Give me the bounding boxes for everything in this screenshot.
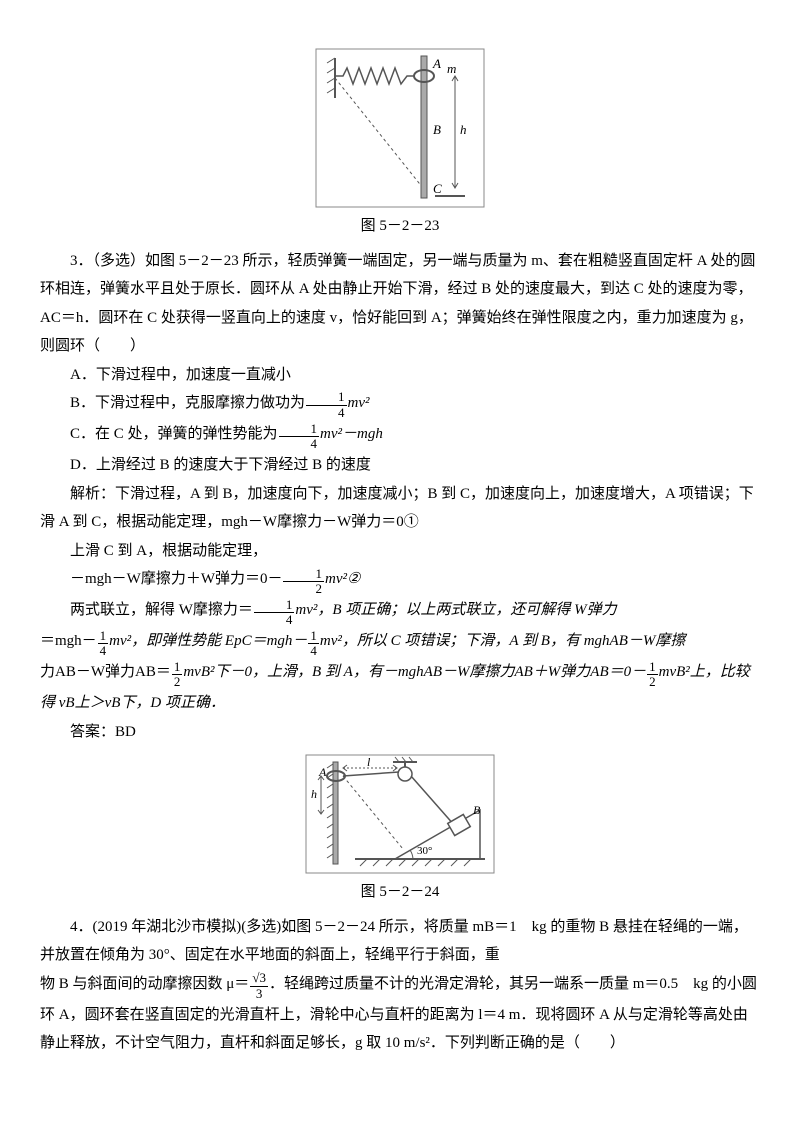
svg-text:C: C	[433, 181, 442, 196]
q3-sol5-text1: ＝mgh－	[40, 633, 97, 649]
q3-optB-text2: mv²	[348, 395, 370, 411]
svg-text:h: h	[311, 787, 317, 801]
q3-sol6-text1: 力AB－W弹力AB＝	[40, 664, 171, 680]
q3-sol6-text2: mvB²下－0，上滑，B 到 A，有－mghAB－W摩擦力AB＋W弹力AB＝0－	[183, 664, 646, 680]
q3-sol-4: 两式联立，解得 W摩擦力＝14mv²，B 项正确；以上两式联立，还可解得 W弹力	[40, 596, 760, 627]
q3-sol4-text2: mv²，B 项正确；以上两式联立，还可解得 W弹力	[295, 602, 616, 618]
svg-text:m: m	[447, 61, 456, 76]
svg-text:B: B	[433, 122, 441, 137]
q4-lead2-text1: 物 B 与斜面间的动摩擦因数 μ＝	[40, 976, 249, 992]
q3-option-a: A．下滑过程中，加速度一直减小	[40, 361, 760, 390]
svg-text:B: B	[473, 803, 481, 817]
q3-sol5-fracA: 14	[98, 629, 109, 659]
q3-sol4-frac: 14	[254, 598, 295, 628]
q3-sol6-fracB: 12	[647, 660, 658, 690]
q3-sol-3: －mgh－W摩擦力＋W弹力＝0－12mv²②	[40, 565, 760, 596]
q3-sol4-text1: 两式联立，解得 W摩擦力＝	[70, 602, 253, 618]
q3-answer: 答案：BD	[40, 718, 760, 747]
q3-lead: 3．（多选）如图 5－2－23 所示，轻质弹簧一端固定，另一端与质量为 m、套在…	[40, 247, 760, 361]
q3-sol3-frac: 12	[283, 567, 324, 597]
svg-text:A: A	[432, 56, 441, 71]
q3-sol5-fracB: 14	[308, 629, 319, 659]
figure-5-2-23-svg: A m B C h	[315, 48, 485, 208]
q4-lead-1: 4．(2019 年湖北沙市模拟)(多选)如图 5－2－24 所示，将质量 mB＝…	[40, 913, 760, 970]
figure-5-2-24-caption: 图 5－2－24	[40, 878, 760, 907]
q3-sol-1: 解析：下滑过程，A 到 B，加速度向下，加速度减小；B 到 C，加速度向上，加速…	[40, 480, 760, 537]
q3-optC-text2: mv²－mgh	[320, 426, 383, 442]
q3-option-b: B．下滑过程中，克服摩擦力做功为14mv²	[40, 389, 760, 420]
q3-sol-6: 力AB－W弹力AB＝12mvB²下－0，上滑，B 到 A，有－mghAB－W摩擦…	[40, 658, 760, 718]
q3-sol-5: ＝mgh－14mv²，即弹性势能 EpC＝mgh－14mv²，所以 C 项错误；…	[40, 627, 760, 658]
q3-sol-2: 上滑 C 到 A，根据动能定理，	[40, 537, 760, 566]
figure-5-2-23-caption: 图 5－2－23	[40, 212, 760, 241]
q3-sol5-text3: mv²，所以 C 项错误；下滑，A 到 B，有 mghAB－W摩擦	[320, 633, 685, 649]
q4-lead-2: 物 B 与斜面间的动摩擦因数 μ＝√33．轻绳跨过质量不计的光滑定滑轮，其另一端…	[40, 970, 760, 1058]
q3-optC-frac: 14	[279, 422, 320, 452]
q3-optC-text1: C．在 C 处，弹簧的弹性势能为	[70, 426, 278, 442]
figure-5-2-23: A m B C h	[40, 48, 760, 208]
figure-5-2-24: A l h B	[40, 754, 760, 874]
svg-text:A: A	[318, 765, 327, 779]
q4-mu-frac: √33	[250, 971, 268, 1001]
q3-sol5-text2: mv²，即弹性势能 EpC＝mgh－	[109, 633, 307, 649]
q3-option-d: D．上滑经过 B 的速度大于下滑经过 B 的速度	[40, 451, 760, 480]
q3-optB-text1: B．下滑过程中，克服摩擦力做功为	[70, 395, 305, 411]
q3-optB-frac: 14	[306, 390, 347, 420]
q3-sol3-text1: －mgh－W摩擦力＋W弹力＝0－	[70, 571, 282, 587]
figure-5-2-24-svg: A l h B	[305, 754, 495, 874]
svg-text:h: h	[460, 122, 467, 137]
svg-text:30°: 30°	[417, 845, 432, 857]
q3-sol3-text2: mv²②	[325, 571, 360, 587]
q3-sol6-fracA: 12	[172, 660, 183, 690]
q3-option-c: C．在 C 处，弹簧的弹性势能为14mv²－mgh	[40, 420, 760, 451]
